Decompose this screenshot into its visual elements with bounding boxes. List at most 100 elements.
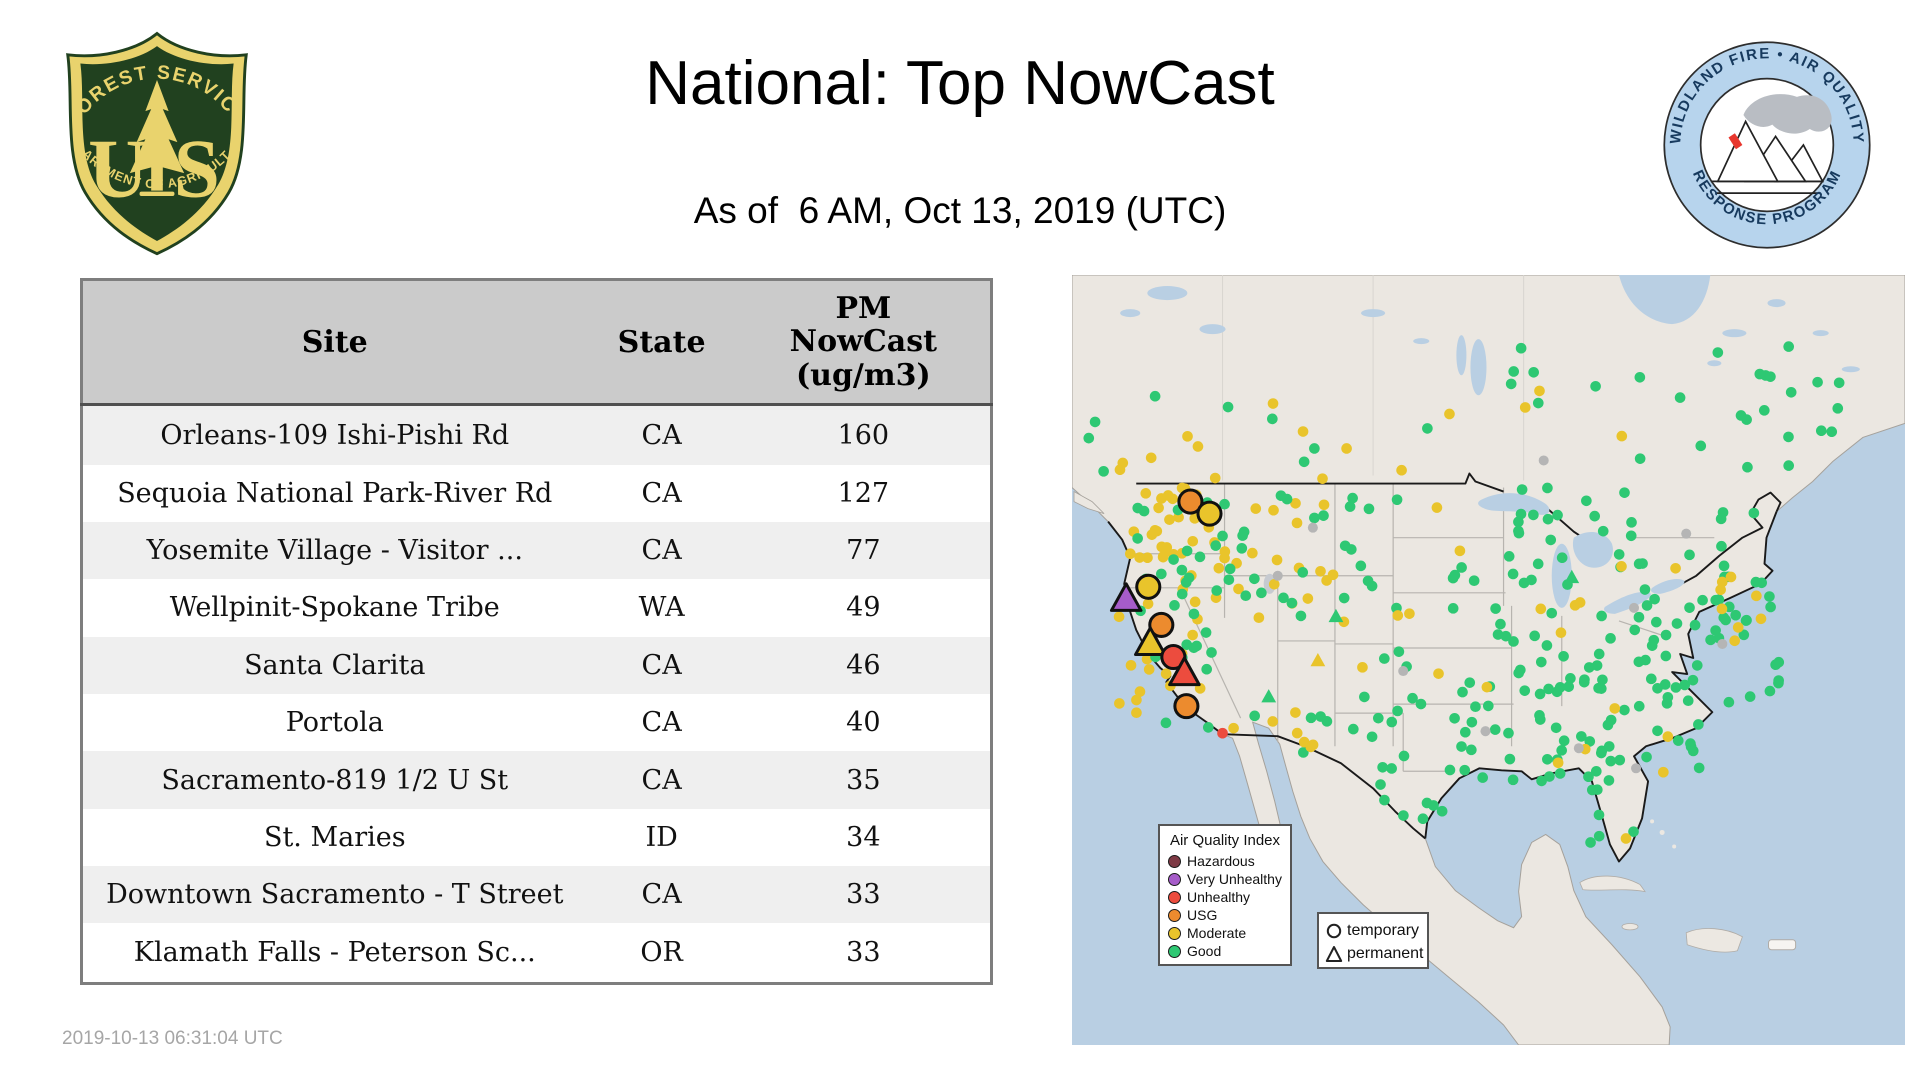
province-borders [1222, 275, 1525, 481]
monitor-dot-green [1679, 679, 1691, 691]
cell-site: Downtown Sacramento - T Street [106, 879, 564, 911]
aqi-legend-label: Hazardous [1187, 853, 1255, 869]
monitor-dot-green [1176, 564, 1188, 576]
puerto-rico-outline [1768, 939, 1797, 951]
monitor-dot-green [1712, 347, 1724, 358]
monitor-dot-green [1516, 484, 1528, 495]
monitor-dot-green [1785, 386, 1797, 398]
monitor-dot-green [1449, 569, 1461, 581]
monitor-dot-green [1168, 554, 1179, 565]
monitor-dot-green [1765, 371, 1776, 382]
monitor-dot-yellow [1228, 722, 1239, 734]
monitor-dot-green [1386, 716, 1398, 728]
monitor-dot-green [1444, 764, 1456, 776]
monitor-dot-green [1629, 624, 1641, 636]
permanent-monitor-triangle-green [1328, 608, 1344, 623]
monitor-dot-green [1503, 727, 1514, 739]
aqi-swatch-icon [1168, 872, 1181, 886]
aqi-legend-item: Very Unhealthy [1168, 870, 1282, 888]
cell-state: OR [640, 937, 683, 969]
cell-site: Sacramento-819 1/2 U St [161, 764, 509, 796]
monitor-dot-green [1188, 608, 1200, 620]
monitor-dots-layer [1083, 341, 1845, 913]
monitor-dot-green [1584, 736, 1596, 747]
monitor-dot-green [1783, 341, 1795, 352]
monitor-dot-yellow [1192, 441, 1204, 452]
monitor-dot-yellow [1327, 569, 1339, 581]
monitor-dot-green [1687, 745, 1699, 757]
monitor-dot-green [1742, 461, 1753, 473]
monitor-dot-green [1633, 700, 1645, 712]
aqi-swatch-icon [1168, 854, 1181, 868]
table-row: Yosemite Village - Visitor ... CA 77 [81, 521, 992, 580]
monitor-dot-yellow [1141, 653, 1153, 665]
monitor-dot-green [1200, 627, 1212, 638]
monitor-dot-green [1267, 413, 1278, 425]
monitor-dot-green [1832, 403, 1844, 414]
monitor-dot-yellow [1143, 664, 1155, 675]
monitor-dot-green [1764, 685, 1776, 697]
hispaniola-island [1685, 928, 1743, 953]
monitor-dot-green [1298, 747, 1309, 758]
monitor-dot-yellow [1751, 590, 1762, 602]
bahamas-speck [1672, 844, 1677, 849]
monitor-dot-green [1466, 716, 1478, 728]
monitor-dot-green [1723, 696, 1735, 708]
monitor-dot-green [1558, 650, 1569, 662]
aqi-legend-label: Unhealthy [1187, 889, 1251, 905]
monitor-dot-green [1421, 797, 1433, 809]
pm-header-line3: (ug/m3) [795, 357, 931, 393]
monitor-dot-yellow [1716, 603, 1728, 615]
monitor-dot-yellow [1189, 596, 1201, 608]
monitor-dot-green [1545, 534, 1557, 546]
monitor-dot-green [1590, 765, 1602, 777]
marker-type-legend: temporary permanent [1317, 912, 1429, 969]
monitor-dot-green [1180, 577, 1192, 588]
monitor-dot-gray [1272, 570, 1283, 581]
highlight-monitor-circle-orange [1148, 611, 1175, 638]
monitor-dot-green [1386, 763, 1397, 774]
monitor-dot-green [1648, 634, 1660, 646]
monitor-dot-green [1249, 710, 1260, 722]
monitor-dot-green [1160, 717, 1172, 729]
monitor-dot-yellow [1574, 597, 1586, 608]
monitor-dot-green [1375, 779, 1386, 790]
monitor-dot-yellow [1187, 535, 1199, 547]
monitor-dot-green [1640, 654, 1651, 666]
monitor-dot-green [1563, 681, 1575, 692]
marker-legend-items: temporary permanent [1325, 919, 1424, 965]
monitor-dot-green [1556, 552, 1568, 564]
monitor-dot-green [1202, 722, 1214, 733]
monitor-dot-green [1449, 712, 1460, 724]
cell-state: CA [641, 477, 682, 509]
highlight-monitor-triangle-purple [1109, 582, 1143, 612]
generated-timestamp: 2019-10-13 06:31:04 UTC [62, 1028, 283, 1049]
highlight-monitor-triangle-red [1168, 656, 1201, 687]
aqi-swatch-icon [1168, 926, 1181, 940]
monitor-dot-green [1695, 440, 1707, 452]
monitor-dot-green [1748, 507, 1760, 519]
monitor-dot-green [1619, 487, 1630, 498]
monitor-dot-green [1318, 510, 1329, 521]
monitor-dot-green [1513, 516, 1524, 528]
permanent-monitor-triangle-yellow [1310, 652, 1326, 667]
monitor-dot-green [1338, 592, 1350, 604]
monitor-dot-green [1770, 659, 1781, 671]
aqi-legend-item: Unhealthy [1168, 888, 1282, 906]
page-subtitle: As of 6 AM, Oct 13, 2019 (UTC) [693, 190, 1227, 231]
monitor-dot-green [1503, 551, 1515, 562]
highlight-monitor-triangle-yellow [1134, 626, 1167, 657]
monitor-dot-green [1812, 376, 1823, 388]
monitor-dot-green [1379, 794, 1390, 806]
monitor-dot-green [1660, 650, 1672, 662]
aqi-legend-items: Hazardous Very Unhealthy Unhealthy USG Moder… [1168, 852, 1282, 960]
table-row: Portola CA 40 [81, 693, 992, 752]
page-title: National: Top NowCast [645, 49, 1275, 118]
monitor-dot-green [1590, 380, 1601, 392]
bahamas-speck [1659, 829, 1665, 835]
pm-header-line1: PM [835, 290, 892, 326]
monitor-dot-green [1217, 530, 1228, 542]
monitor-dot-yellow [1124, 548, 1136, 560]
col-header-site: Site [81, 279, 587, 406]
